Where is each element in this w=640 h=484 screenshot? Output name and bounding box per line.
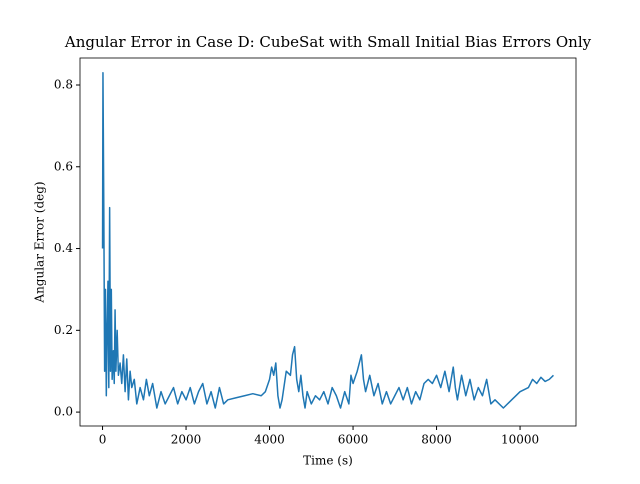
x-tick-label: 8000 — [421, 433, 452, 447]
plot-frame — [79, 57, 577, 427]
y-tick-label: 0.4 — [54, 241, 73, 255]
x-tick-label: 0 — [99, 433, 107, 447]
x-tick-label: 10000 — [501, 433, 539, 447]
chart-title: Angular Error in Case D: CubeSat with Sm… — [64, 33, 592, 51]
y-axis-label: Angular Error (deg) — [33, 181, 47, 303]
y-tick-label: 0.6 — [54, 159, 73, 173]
x-tick-label: 2000 — [171, 433, 202, 447]
x-tick-label: 6000 — [338, 433, 369, 447]
x-axis-label: Time (s) — [303, 454, 353, 468]
data-line — [101, 71, 554, 409]
y-tick-label: 0.0 — [54, 405, 73, 419]
y-tick-label: 0.8 — [54, 77, 73, 91]
x-tick-label: 4000 — [254, 433, 285, 447]
y-tick-label: 0.2 — [54, 323, 73, 337]
